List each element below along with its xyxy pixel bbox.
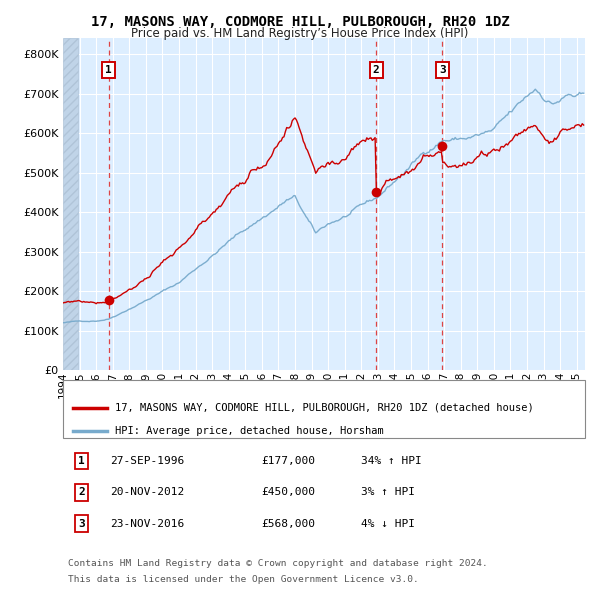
Text: 1: 1 xyxy=(105,65,112,75)
Text: £177,000: £177,000 xyxy=(262,456,316,466)
Text: 3: 3 xyxy=(78,519,85,529)
Text: This data is licensed under the Open Government Licence v3.0.: This data is licensed under the Open Gov… xyxy=(68,575,419,585)
Text: 23-NOV-2016: 23-NOV-2016 xyxy=(110,519,184,529)
Text: 34% ↑ HPI: 34% ↑ HPI xyxy=(361,456,421,466)
Text: 2: 2 xyxy=(373,65,379,75)
Text: 20-NOV-2012: 20-NOV-2012 xyxy=(110,487,184,497)
Text: 27-SEP-1996: 27-SEP-1996 xyxy=(110,456,184,466)
Text: 4% ↓ HPI: 4% ↓ HPI xyxy=(361,519,415,529)
FancyBboxPatch shape xyxy=(63,380,585,438)
Text: HPI: Average price, detached house, Horsham: HPI: Average price, detached house, Hors… xyxy=(115,426,384,436)
Bar xyxy=(63,38,78,370)
Text: 17, MASONS WAY, CODMORE HILL, PULBOROUGH, RH20 1DZ: 17, MASONS WAY, CODMORE HILL, PULBOROUGH… xyxy=(91,15,509,29)
Text: 3% ↑ HPI: 3% ↑ HPI xyxy=(361,487,415,497)
Text: 3: 3 xyxy=(439,65,446,75)
Text: Price paid vs. HM Land Registry’s House Price Index (HPI): Price paid vs. HM Land Registry’s House … xyxy=(131,27,469,40)
Text: 17, MASONS WAY, CODMORE HILL, PULBOROUGH, RH20 1DZ (detached house): 17, MASONS WAY, CODMORE HILL, PULBOROUGH… xyxy=(115,403,534,413)
Text: 2: 2 xyxy=(78,487,85,497)
Text: £450,000: £450,000 xyxy=(262,487,316,497)
Text: £568,000: £568,000 xyxy=(262,519,316,529)
Text: 1: 1 xyxy=(78,456,85,466)
Text: Contains HM Land Registry data © Crown copyright and database right 2024.: Contains HM Land Registry data © Crown c… xyxy=(68,559,488,568)
